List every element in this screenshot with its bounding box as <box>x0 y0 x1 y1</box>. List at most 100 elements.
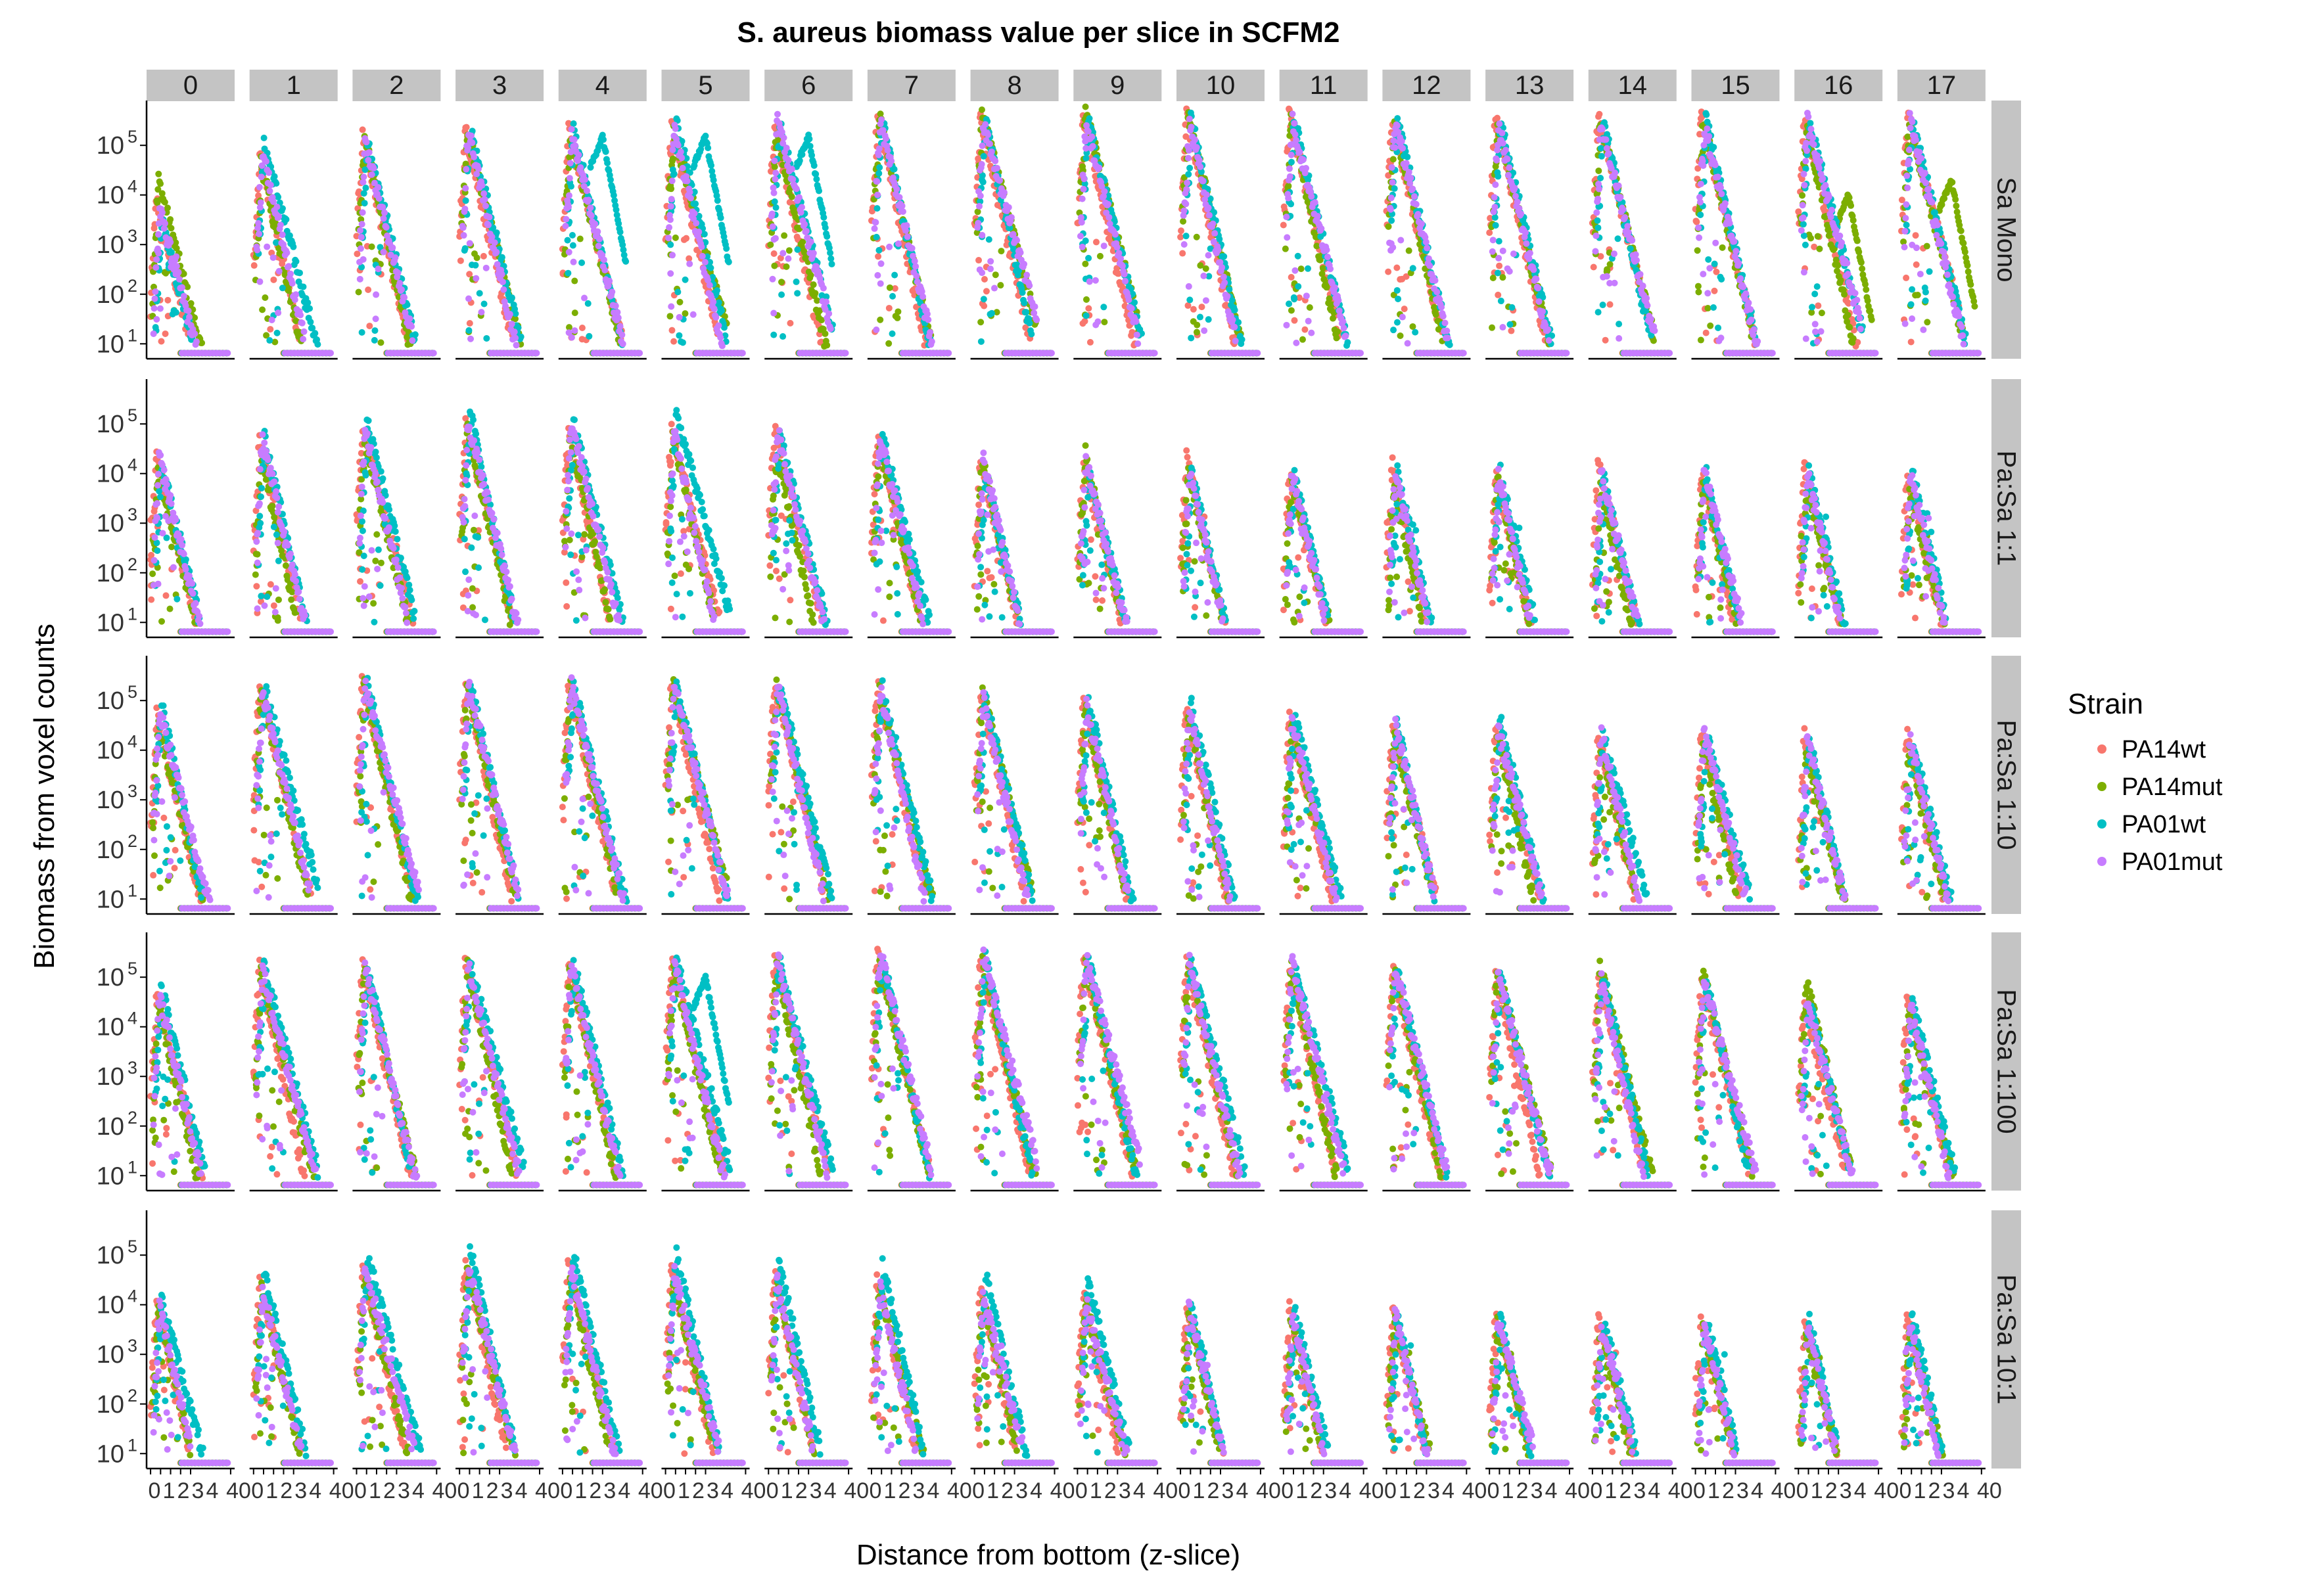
data-point <box>586 196 592 203</box>
data-point <box>669 177 676 184</box>
data-point <box>492 239 498 246</box>
data-point <box>1048 350 1055 356</box>
data-point <box>1086 115 1093 122</box>
data-point <box>1254 350 1261 356</box>
data-point <box>771 190 778 196</box>
data-point <box>684 178 690 185</box>
data-point <box>389 244 396 251</box>
data-point <box>369 244 375 250</box>
data-point <box>461 232 467 239</box>
data-point <box>255 220 262 227</box>
data-point <box>726 259 732 265</box>
data-point <box>1021 261 1027 267</box>
data-point <box>899 202 906 209</box>
data-point <box>807 143 814 149</box>
data-point <box>876 145 883 152</box>
data-point <box>904 233 911 240</box>
data-point <box>467 320 473 327</box>
data-point <box>366 149 373 156</box>
data-point <box>485 221 492 228</box>
data-point <box>693 220 699 227</box>
data-point <box>293 258 300 265</box>
data-point <box>258 173 265 180</box>
data-point <box>567 175 573 181</box>
data-point <box>824 342 830 348</box>
data-point <box>585 300 592 307</box>
data-point <box>1079 244 1086 250</box>
data-point <box>1023 271 1030 278</box>
data-point <box>695 229 702 235</box>
data-point <box>566 249 572 256</box>
data-point <box>562 223 569 229</box>
data-point <box>992 158 998 164</box>
data-point <box>820 285 827 292</box>
data-point <box>457 258 464 264</box>
data-point <box>773 204 779 211</box>
data-point <box>460 224 467 231</box>
data-point <box>794 290 801 296</box>
data-point <box>301 329 308 335</box>
data-point <box>739 350 746 356</box>
data-point <box>676 314 683 321</box>
data-point <box>473 275 479 282</box>
data-point <box>617 229 624 235</box>
data-point <box>981 276 988 283</box>
data-point <box>998 248 1004 254</box>
data-point <box>565 270 571 277</box>
data-point <box>159 209 166 216</box>
data-point <box>1105 201 1111 208</box>
data-point <box>579 325 586 331</box>
data-point <box>483 265 490 271</box>
data-point <box>889 331 896 337</box>
data-point <box>1117 256 1124 262</box>
data-point <box>469 139 475 146</box>
data-point <box>801 221 808 227</box>
data-point <box>665 235 672 241</box>
data-point <box>620 340 626 347</box>
data-point <box>270 277 277 283</box>
data-point <box>164 297 171 304</box>
data-point <box>672 125 679 132</box>
data-point <box>1077 233 1084 239</box>
data-point <box>1100 304 1107 310</box>
data-point <box>1027 320 1033 327</box>
data-point <box>1090 143 1096 150</box>
data-point <box>152 264 159 271</box>
data-point <box>287 271 294 277</box>
data-point <box>572 143 578 149</box>
data-point <box>671 171 678 177</box>
data-point <box>499 254 505 261</box>
data-point <box>1094 319 1101 325</box>
data-point <box>1081 186 1087 193</box>
data-point <box>680 165 686 171</box>
data-point <box>874 192 881 198</box>
data-point <box>365 157 371 164</box>
data-point <box>822 225 829 231</box>
data-point <box>158 338 164 344</box>
data-point <box>873 178 880 185</box>
data-point <box>772 164 778 170</box>
data-point <box>430 350 437 356</box>
data-point <box>463 197 469 204</box>
data-point <box>509 294 515 301</box>
data-point <box>674 288 681 295</box>
data-point <box>1001 189 1008 196</box>
data-point <box>785 157 791 164</box>
data-point <box>1017 249 1024 256</box>
data-point <box>945 350 952 356</box>
data-point <box>843 350 849 356</box>
data-point <box>668 304 674 310</box>
data-point <box>1082 104 1089 110</box>
data-point <box>380 249 386 256</box>
data-point <box>151 296 158 302</box>
data-point <box>462 185 469 192</box>
data-point <box>592 221 598 227</box>
data-point <box>714 197 721 204</box>
data-point <box>584 187 590 194</box>
data-point <box>667 241 674 248</box>
data-point <box>707 265 714 271</box>
data-point <box>1079 219 1085 225</box>
data-point <box>691 210 697 217</box>
data-point <box>718 308 725 314</box>
